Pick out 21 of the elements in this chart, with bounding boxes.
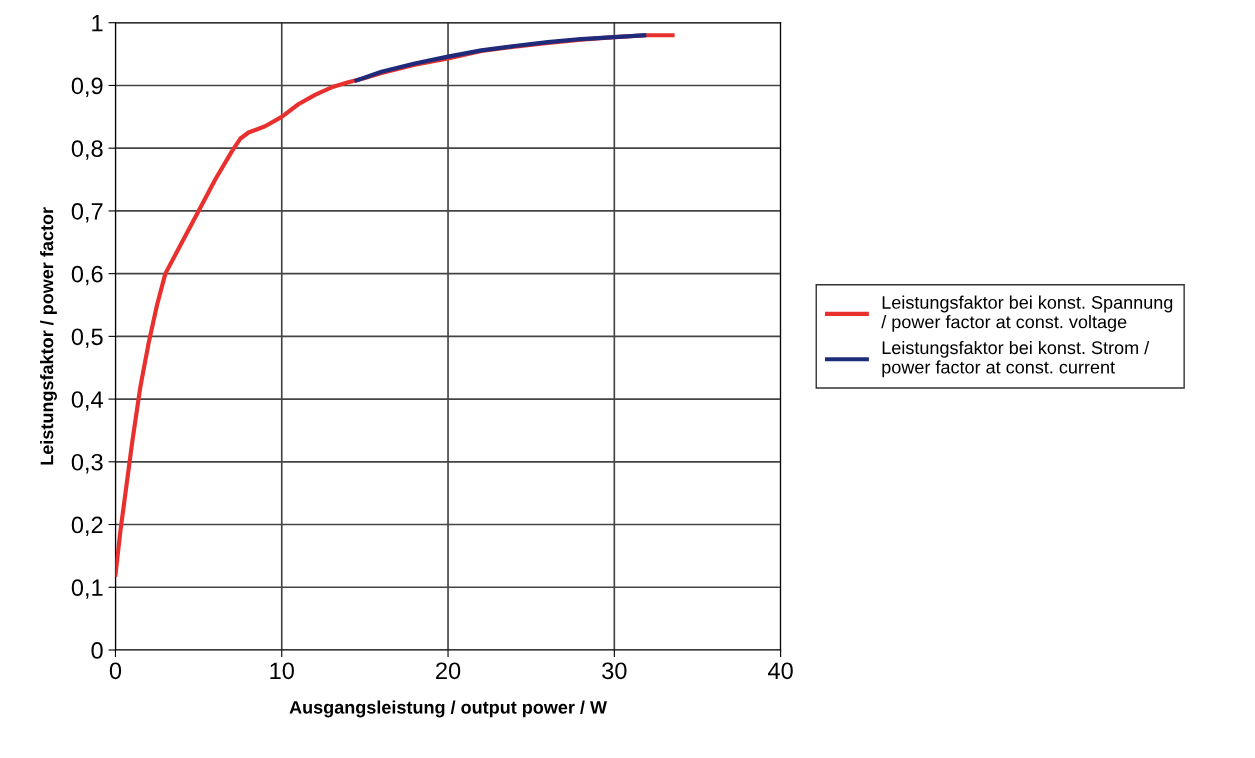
x-tick-label: 0 (109, 662, 122, 680)
x-tick-label: 10 (270, 662, 294, 680)
y-axis-title: Leistungsfaktor / power factor (40, 207, 57, 465)
y-tick-label: 0,2 (71, 516, 103, 537)
y-tick-label: 0,9 (71, 77, 103, 98)
y-tick-label: 0,6 (71, 265, 103, 286)
x-tick-label: 30 (602, 662, 627, 680)
x-tick-label: 20 (436, 662, 461, 680)
y-tick-label: 0 (91, 642, 103, 659)
x-axis-title: Ausgangsleistung / output power / W (289, 700, 608, 718)
y-tick-label: 1 (92, 15, 103, 32)
y-tick-label: 0,7 (71, 202, 103, 223)
y-tick-label: 0,1 (71, 579, 103, 599)
y-tick-label: 0,8 (71, 140, 103, 160)
legend-label: Leistungsfaktor bei konst. Spannung / power factor at const. voltage (881, 295, 1173, 332)
y-tick-label: 0,5 (71, 328, 103, 348)
y-tick-label: 0,3 (71, 453, 103, 474)
x-tick-label: 40 (768, 662, 793, 680)
y-tick-label: 0,4 (71, 391, 103, 411)
legend-label: Leistungsfaktor bei konst. Strom / power factor at const. current (882, 340, 1150, 378)
line-series (354, 33, 647, 83)
